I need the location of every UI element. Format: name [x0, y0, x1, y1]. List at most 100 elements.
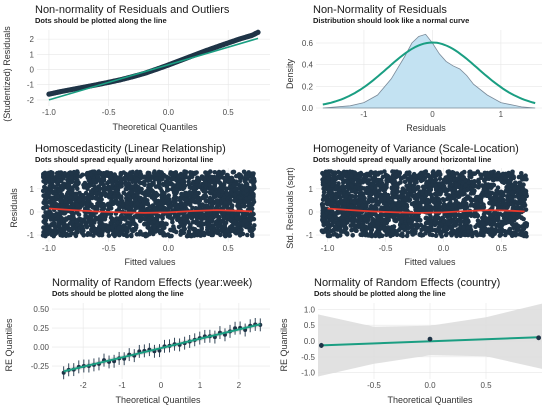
residual-point — [143, 221, 148, 227]
residual-point — [350, 233, 356, 238]
x-tick-label: -0.5 — [367, 381, 381, 390]
residual-point — [363, 174, 369, 179]
residual-point — [409, 178, 415, 183]
y-tick-label: 1.0 — [304, 305, 316, 314]
residual-point — [472, 171, 478, 176]
residual-point — [77, 190, 82, 196]
residual-point — [54, 174, 60, 179]
residual-point — [524, 176, 529, 182]
residual-point — [188, 222, 193, 228]
residual-point — [350, 218, 355, 224]
panel2-y-ticks: 0.00.20.40.6 — [302, 39, 314, 113]
y-tick-label: 0.25 — [33, 324, 49, 333]
residual-point — [321, 193, 327, 198]
panel3-marks — [40, 169, 257, 239]
residual-point — [175, 205, 180, 210]
residual-point — [122, 175, 128, 181]
residual-point — [83, 222, 89, 228]
panel-scale-location: Homogeneity of Variance (Scale-Location)… — [285, 143, 542, 267]
residual-point — [495, 228, 501, 234]
panel6-title: Normality of Random Effects (country) — [314, 277, 500, 289]
residual-point — [222, 223, 227, 229]
residual-point — [225, 228, 231, 233]
residual-point — [206, 222, 212, 227]
residual-point — [441, 186, 447, 192]
residual-point — [186, 229, 192, 234]
residual-point — [163, 179, 169, 184]
residual-point — [501, 180, 507, 185]
residual-point — [211, 194, 217, 200]
residual-point — [505, 219, 511, 225]
y-tick-label: 0 — [30, 208, 35, 217]
residual-point — [207, 182, 212, 188]
residual-point — [88, 189, 94, 194]
residual-point — [159, 220, 165, 225]
residual-point — [454, 229, 459, 235]
residual-point — [78, 217, 84, 222]
residual-point — [171, 199, 176, 204]
residual-point — [223, 200, 228, 205]
residual-point — [214, 229, 219, 234]
residual-point — [206, 170, 211, 176]
residual-point — [481, 205, 487, 210]
residual-point — [182, 219, 187, 224]
residual-point — [232, 219, 237, 225]
residual-point — [330, 201, 335, 206]
residual-point — [199, 221, 205, 226]
residual-point — [349, 204, 355, 210]
residual-point — [68, 175, 74, 180]
residual-point — [348, 195, 354, 200]
residual-point — [409, 192, 414, 197]
residual-point — [92, 180, 97, 186]
residual-point — [324, 171, 330, 177]
residual-point — [69, 171, 74, 176]
residual-point — [99, 197, 104, 202]
residual-point — [101, 171, 106, 176]
x-tick-label: -2 — [80, 381, 88, 390]
residual-point — [417, 218, 423, 223]
residual-point — [370, 221, 375, 227]
residual-point — [164, 201, 170, 206]
residual-point — [139, 213, 144, 218]
residual-point — [387, 199, 393, 204]
y-tick-label: 0 — [309, 208, 314, 217]
x-tick-label: 0.5 — [223, 244, 235, 253]
panel5-title: Normality of Random Effects (year:week) — [52, 277, 252, 289]
residual-point — [501, 192, 506, 198]
residual-point — [222, 232, 228, 238]
residual-point — [189, 216, 195, 221]
residual-point — [88, 195, 93, 201]
residual-point — [135, 201, 140, 207]
residual-point — [403, 205, 409, 211]
residual-point — [232, 187, 238, 192]
x-tick-label: -0.5 — [102, 108, 116, 117]
panel3-xlabel: Fitted values — [124, 257, 176, 267]
residual-point — [92, 184, 98, 190]
residual-point — [336, 221, 342, 226]
residual-point — [75, 174, 80, 179]
residual-point — [63, 223, 69, 229]
panel6-subtitle: Dots should be plotted along the line — [314, 289, 446, 298]
residual-point — [55, 204, 60, 209]
residual-point — [75, 186, 80, 192]
residual-point — [520, 195, 526, 200]
residual-point — [495, 217, 501, 222]
residual-point — [128, 175, 133, 180]
panel3-x-ticks: -1.0 -0.5 0.0 0.5 — [42, 244, 234, 253]
residual-point — [491, 182, 497, 188]
residual-point — [215, 214, 221, 220]
x-tick-label: 0 — [159, 381, 164, 390]
residual-point — [477, 232, 483, 237]
residual-point — [474, 213, 479, 218]
residual-point — [497, 177, 503, 182]
x-tick-label: -0.5 — [379, 244, 393, 253]
residual-point — [49, 222, 55, 227]
residual-point — [227, 178, 233, 183]
residual-point — [461, 213, 467, 219]
residual-point — [365, 180, 371, 186]
residual-point — [205, 203, 211, 209]
panel4-ylabel: Std. Residuals (sqrt) — [285, 167, 295, 249]
residual-point — [445, 169, 451, 175]
y-tick-label: 0.50 — [33, 305, 49, 314]
residual-point — [212, 170, 218, 175]
